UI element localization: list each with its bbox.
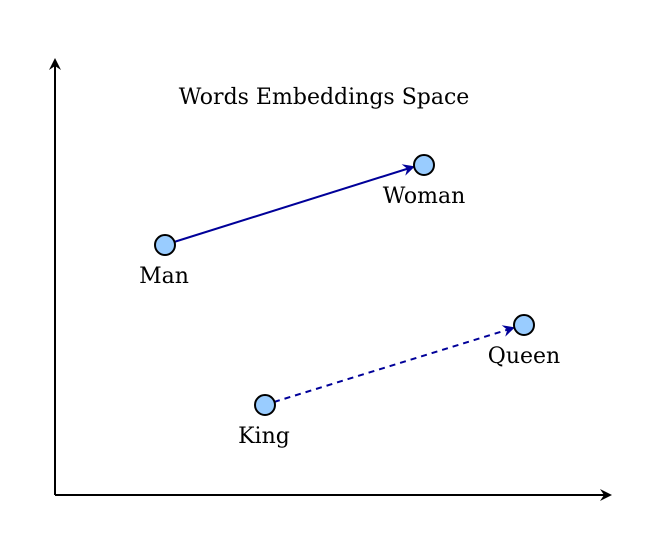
point-woman <box>413 154 435 176</box>
man-to-woman-arrow <box>173 164 415 243</box>
point-queen <box>513 314 535 336</box>
label-queen: Queen <box>488 344 560 369</box>
label-woman: Woman <box>383 184 466 209</box>
diagram-title: Words Embeddings Space <box>179 85 470 110</box>
label-man: Man <box>139 264 189 289</box>
point-man <box>154 234 176 256</box>
point-king <box>254 394 276 416</box>
king-to-queen-arrow <box>273 325 515 403</box>
label-king: King <box>238 424 290 449</box>
